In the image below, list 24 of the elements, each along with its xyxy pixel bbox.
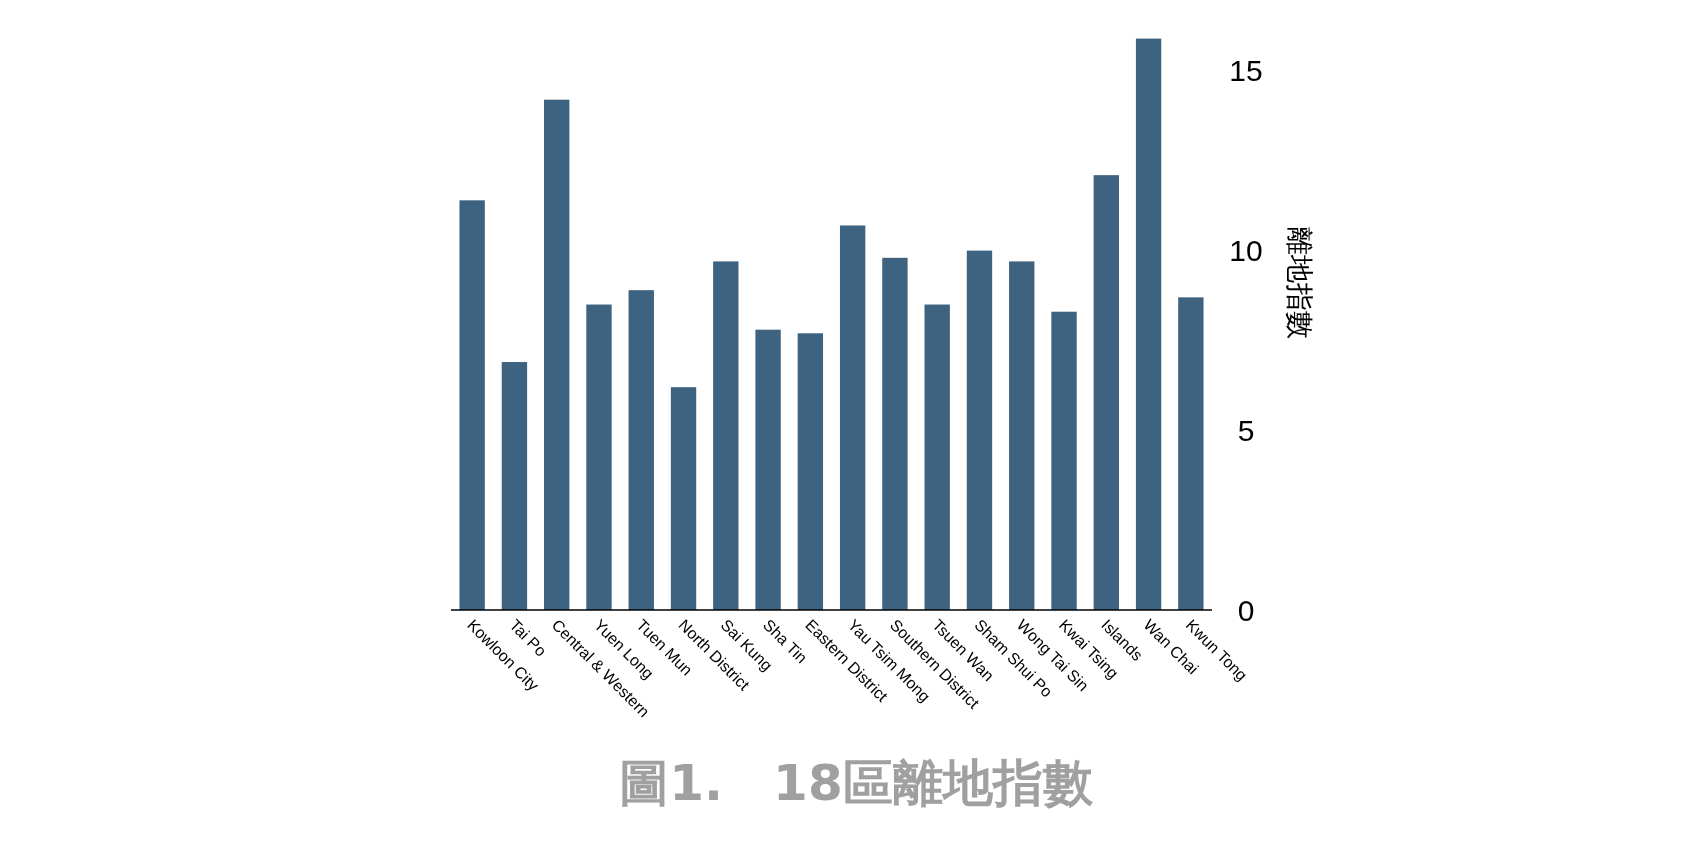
- bar: [1051, 311, 1077, 610]
- bar: [1009, 261, 1035, 610]
- bar: [713, 261, 739, 610]
- bar: [755, 329, 781, 610]
- y-tick-label: 0: [1237, 593, 1255, 627]
- bar: [501, 362, 528, 610]
- bar: [924, 304, 950, 610]
- bar: [544, 99, 570, 610]
- bar: [586, 304, 612, 610]
- bar: [1178, 297, 1204, 610]
- bar: [797, 333, 824, 610]
- y-tick-label: 10: [1229, 234, 1263, 268]
- y-tick-label: 15: [1229, 54, 1263, 88]
- bar: [839, 225, 866, 610]
- bar: [459, 200, 485, 610]
- y-tick-label: 5: [1237, 413, 1255, 447]
- bar: [670, 387, 697, 610]
- bar: [628, 290, 654, 610]
- bar: [882, 257, 908, 610]
- bar: [1135, 38, 1162, 610]
- text: 圖1. 18區離地指數: [619, 754, 1094, 812]
- y-axis-title: 離地指數: [1283, 226, 1317, 339]
- bar: [1093, 175, 1119, 610]
- bar: [966, 250, 993, 610]
